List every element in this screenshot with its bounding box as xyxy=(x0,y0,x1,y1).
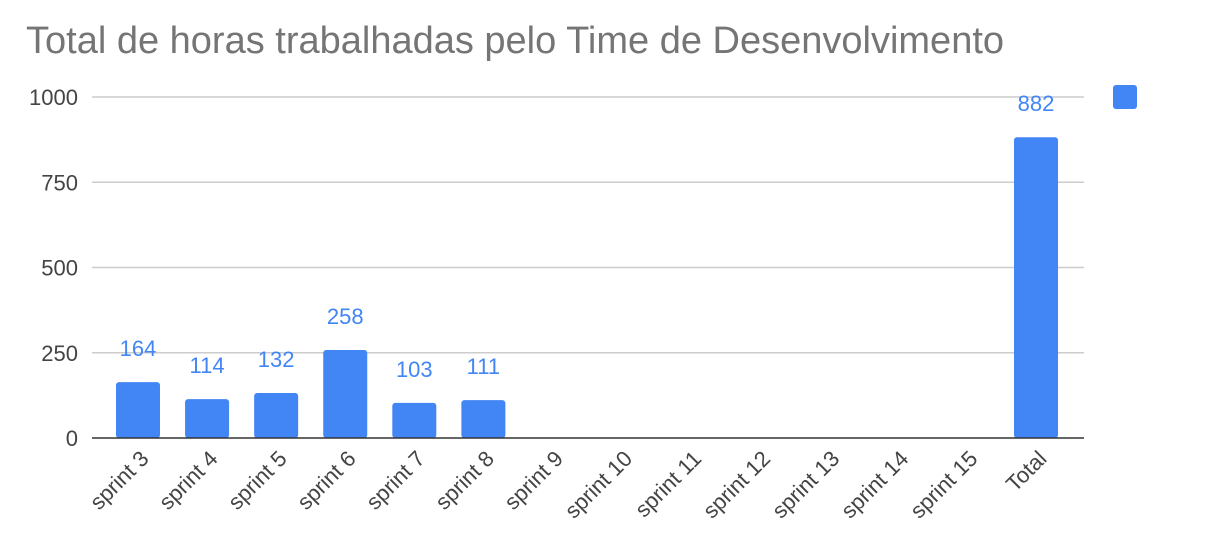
data-label: 132 xyxy=(258,347,295,372)
x-tick-label: sprint 15 xyxy=(905,446,982,523)
chart-title: Total de horas trabalhadas pelo Time de … xyxy=(26,20,1005,62)
x-tick-label: Total xyxy=(1001,446,1052,497)
data-label: 258 xyxy=(327,304,364,329)
x-tick-label: sprint 11 xyxy=(630,446,706,522)
x-tick-label: sprint 10 xyxy=(560,446,637,523)
data-label: 164 xyxy=(120,336,157,361)
bar xyxy=(1014,137,1058,438)
y-tick-label: 250 xyxy=(41,341,78,366)
x-tick-labels: sprint 3 sprint 4 sprint 5 sprint 6 sprint 7… xyxy=(85,446,1052,523)
y-tick-label: 1000 xyxy=(29,85,78,110)
x-tick-label: sprint 6 xyxy=(292,446,361,515)
bar xyxy=(323,350,368,438)
gridlines xyxy=(92,96,1084,354)
bar xyxy=(185,399,230,438)
data-labels: 164 114 132 258 103 111 882 xyxy=(120,91,1055,382)
bar xyxy=(116,382,160,438)
data-label: 103 xyxy=(396,357,433,382)
x-tick-label: sprint 8 xyxy=(430,446,499,515)
data-label: 111 xyxy=(467,354,500,379)
x-tick-label: sprint 4 xyxy=(154,446,223,515)
y-tick-label: 750 xyxy=(41,170,78,195)
legend-swatch xyxy=(1113,85,1137,109)
y-tick-label: 500 xyxy=(41,256,78,281)
x-tick-label: sprint 12 xyxy=(698,446,775,523)
x-tick-label: sprint 9 xyxy=(499,446,568,515)
y-tick-label: 0 xyxy=(66,426,78,451)
bars xyxy=(116,137,1058,438)
x-tick-label: sprint 5 xyxy=(223,446,292,515)
x-tick-label: sprint 13 xyxy=(767,446,844,523)
bar xyxy=(461,400,506,438)
data-label: 882 xyxy=(1018,91,1055,116)
x-tick-label: sprint 14 xyxy=(836,446,913,523)
x-tick-label: sprint 7 xyxy=(361,446,430,515)
data-label: 114 xyxy=(190,353,225,378)
x-tick-label: sprint 3 xyxy=(85,446,154,515)
bar xyxy=(254,392,299,438)
y-tick-labels: 0 250 500 750 1000 xyxy=(29,85,78,451)
bar xyxy=(392,402,437,438)
